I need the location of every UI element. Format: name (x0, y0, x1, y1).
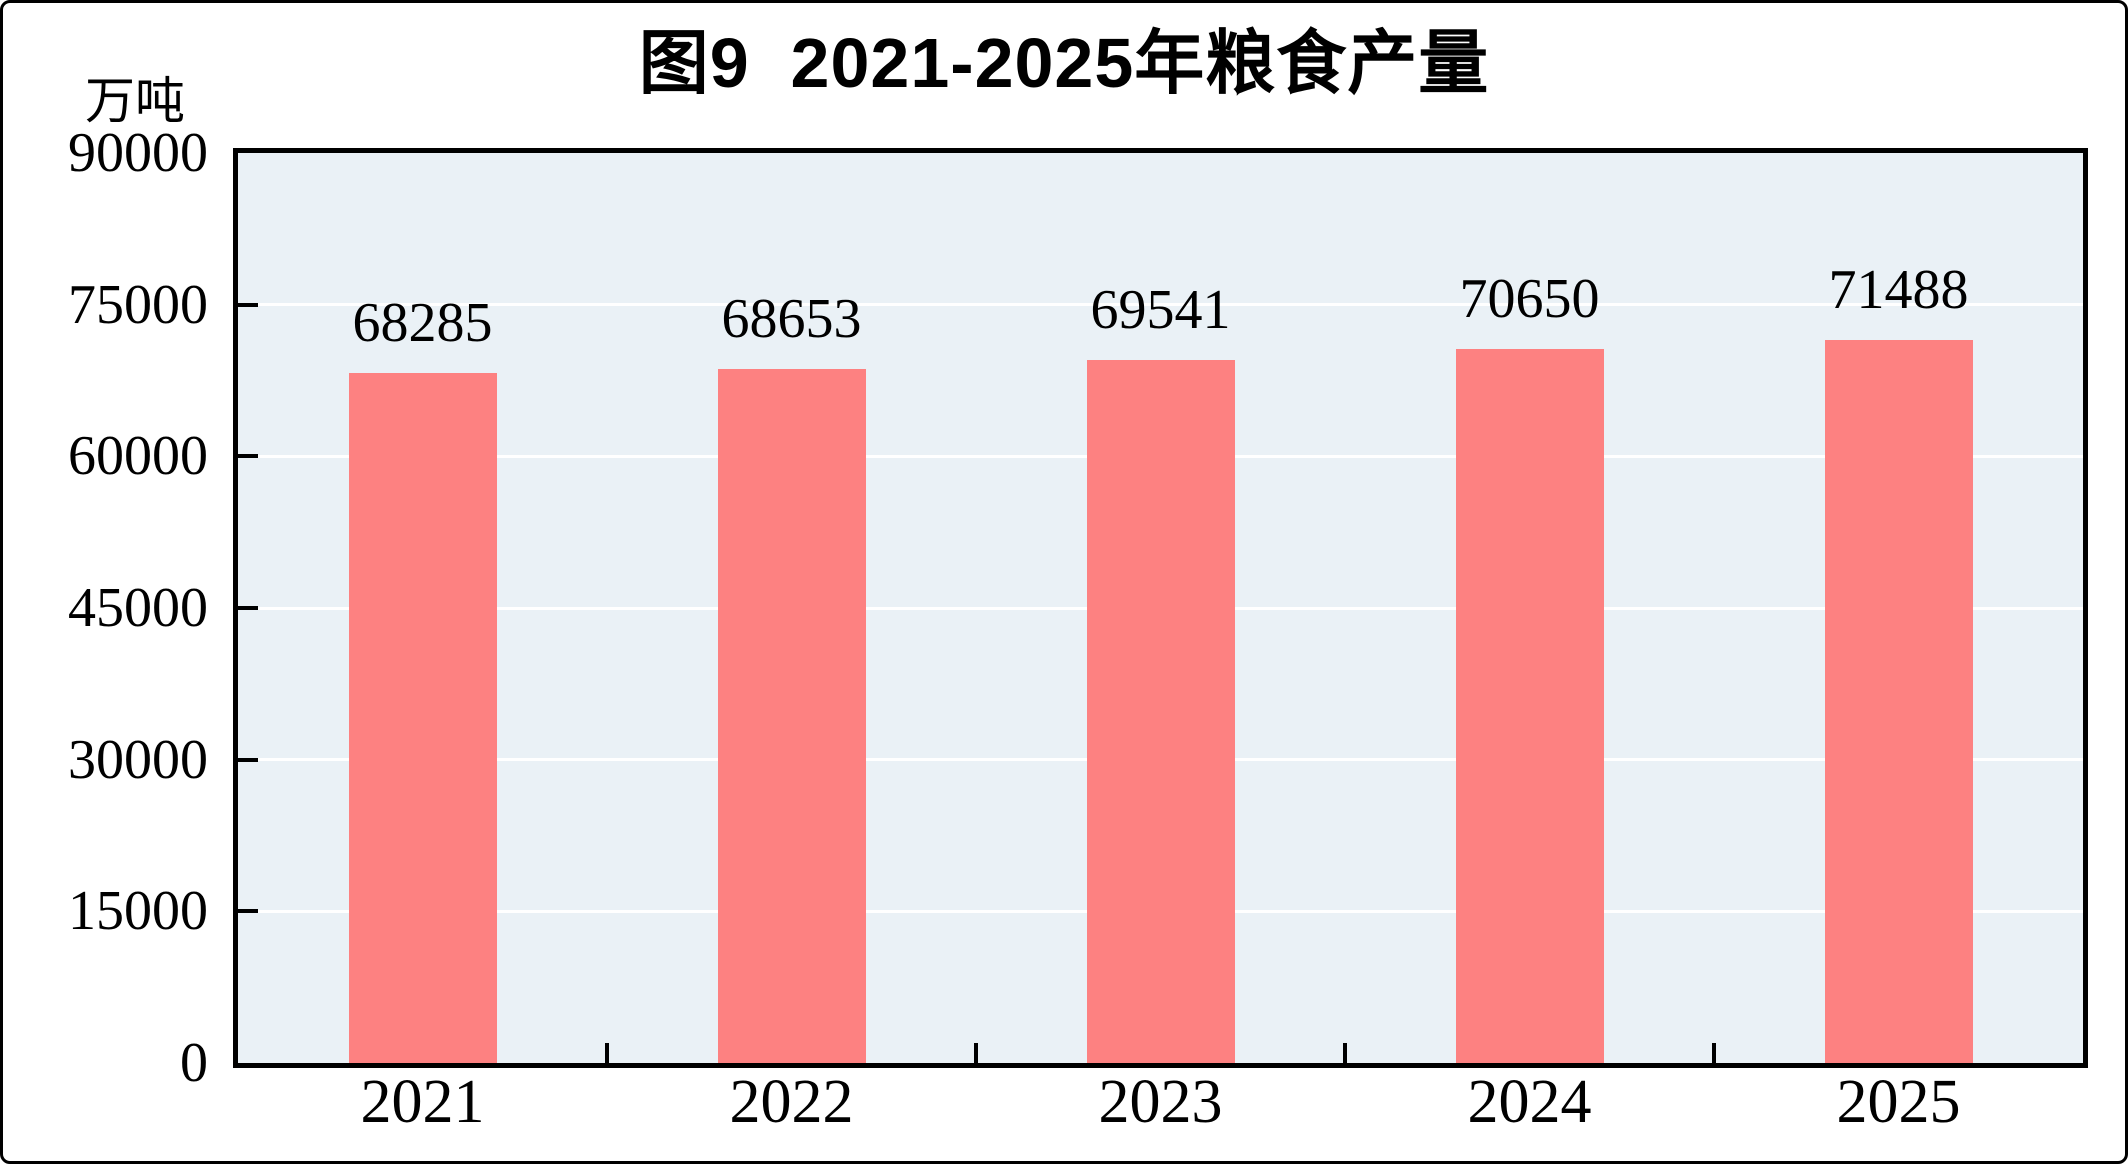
bar-value-label: 70650 (1459, 267, 1600, 330)
y-axis-tick (238, 454, 258, 459)
y-axis-tick (238, 606, 258, 610)
bar-value-label: 68653 (721, 287, 862, 350)
bar (717, 368, 866, 1063)
y-tick-label: 15000 (68, 880, 208, 943)
bar-value-label: 71488 (1828, 259, 1969, 322)
x-axis-tick (1343, 1043, 1347, 1063)
chart-title: 图9 2021-2025年粮食产量 (638, 24, 1490, 102)
y-tick-label: 30000 (68, 728, 208, 791)
bar (1455, 348, 1604, 1063)
x-tick-label: 2023 (1098, 1068, 1223, 1136)
x-tick-label: 2024 (1467, 1068, 1592, 1136)
bar (348, 372, 497, 1063)
plot-area (233, 148, 2088, 1068)
x-axis-tick (974, 1043, 978, 1063)
y-tick-label: 0 (180, 1032, 208, 1094)
y-tick-label: 90000 (68, 122, 208, 184)
y-axis-unit-label: 万吨 (85, 73, 185, 129)
bar-value-label: 69541 (1090, 278, 1231, 341)
x-axis-tick (1712, 1043, 1716, 1063)
x-tick-label: 2025 (1836, 1068, 1961, 1136)
y-tick-label: 60000 (68, 425, 208, 488)
y-axis-tick (238, 302, 258, 307)
x-tick-label: 2021 (360, 1068, 485, 1136)
x-axis-tick (605, 1043, 609, 1063)
gridline (238, 303, 2083, 307)
bar (1824, 340, 1973, 1063)
x-tick-label: 2022 (729, 1068, 854, 1136)
y-axis-tick (238, 757, 258, 762)
y-tick-label: 45000 (68, 577, 208, 639)
bar-value-label: 68285 (352, 291, 493, 354)
bar (1086, 359, 1235, 1063)
y-tick-label: 75000 (68, 273, 208, 336)
y-axis-tick (238, 909, 258, 914)
